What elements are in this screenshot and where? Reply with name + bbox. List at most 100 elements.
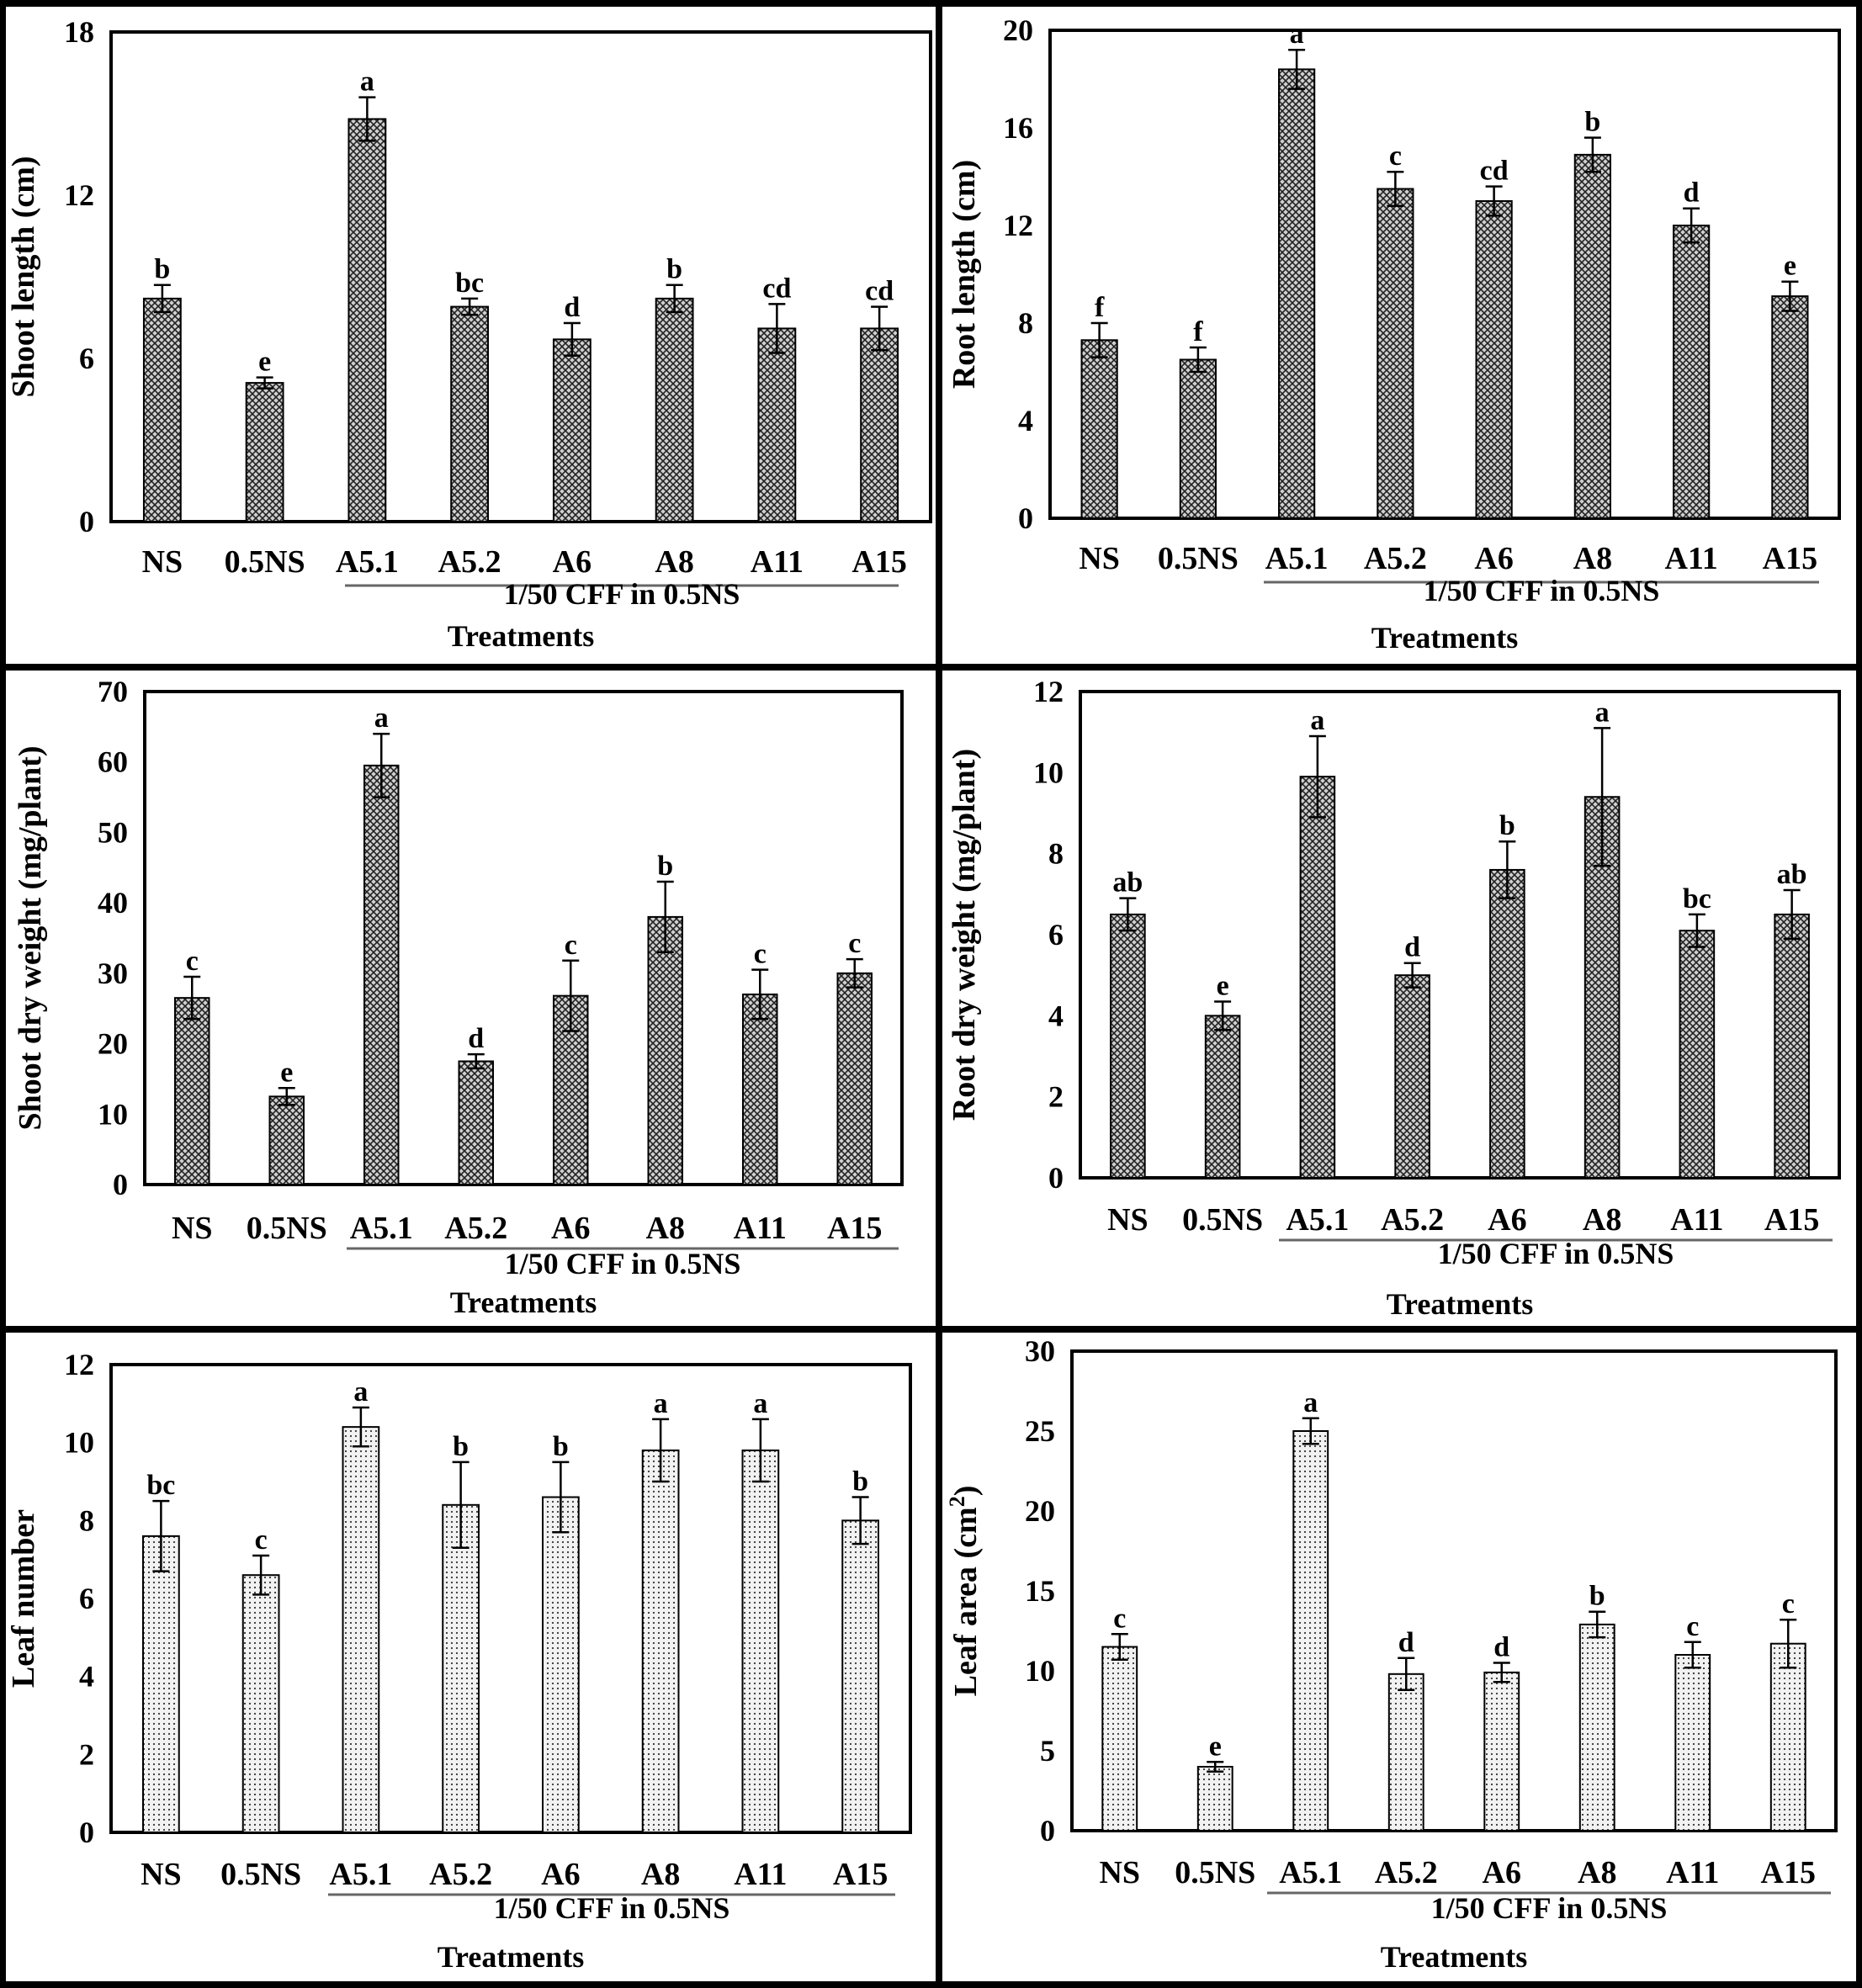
error-bar <box>1302 1417 1319 1445</box>
x-category-label: A5.1 <box>1265 541 1329 576</box>
plot-area-frame <box>1079 690 1841 1180</box>
chart-panel-1: 0 6 12 18 b NS e 0.5NS a A5.1 bc A5.2 d A6 b A8 cd A11 cd A… <box>6 15 932 653</box>
x-category-label: NS <box>172 1211 213 1246</box>
significance-label: e <box>258 347 271 378</box>
y-tick-label: 12 <box>1033 675 1064 708</box>
y-tick-label: 12 <box>64 178 94 212</box>
bar-a5-1 <box>1278 68 1316 519</box>
bar-a11 <box>1679 930 1716 1180</box>
y-tick-label: 60 <box>98 745 128 779</box>
bar-a8 <box>1583 796 1621 1179</box>
group-label: 1/50 CFF in 0.5NS <box>494 1891 730 1925</box>
bar-a5-1 <box>363 764 400 1186</box>
error-bar <box>1214 1000 1232 1031</box>
bar-0-5ns <box>1196 1766 1233 1832</box>
significance-label: d <box>1398 1627 1414 1658</box>
x-category-label: NS <box>1079 541 1120 576</box>
y-tick-label: 20 <box>98 1027 128 1061</box>
significance-label: c <box>1782 1588 1795 1620</box>
significance-label: cd <box>865 276 894 307</box>
bar-a5-2 <box>442 1503 480 1834</box>
significance-label: a <box>374 702 389 734</box>
error-bar <box>1090 321 1108 358</box>
significance-label: d <box>1684 178 1700 209</box>
significance-label: d <box>468 1023 484 1054</box>
error-bar <box>562 959 580 1032</box>
bar-a15 <box>836 972 873 1186</box>
significance-label: e <box>280 1057 293 1088</box>
bar-a15 <box>1774 913 1810 1179</box>
error-bar <box>153 284 171 314</box>
significance-label: e <box>1217 970 1229 1001</box>
chart-panel-3: 0 10 20 30 40 50 60 70 c NS e 0.5NS a A5.1 d A5.2 c A6 b A8… <box>13 675 904 1319</box>
x-category-label: A11 <box>1664 541 1717 576</box>
x-category-label: 0.5NS <box>247 1211 327 1246</box>
error-bar <box>1583 136 1601 173</box>
significance-label: b <box>154 254 170 285</box>
error-bar <box>751 1418 769 1483</box>
bar-a5-1 <box>1299 776 1336 1180</box>
y-tick-label: 8 <box>1048 837 1064 871</box>
bar-ns <box>1101 1646 1138 1832</box>
x-category-label: NS <box>1107 1202 1148 1238</box>
y-tick-label: 70 <box>98 675 128 708</box>
x-category-label: 0.5NS <box>1175 1855 1255 1890</box>
y-axis-label: Shoot dry weight (mg/plant) <box>13 745 48 1130</box>
bar-a8 <box>655 297 694 522</box>
x-category-label: NS <box>142 544 183 580</box>
significance-label: a <box>1310 705 1324 736</box>
y-tick-label: 16 <box>1003 111 1033 145</box>
x-category-label: A6 <box>553 544 591 580</box>
error-bar <box>666 284 683 314</box>
bar-a5-1 <box>1292 1430 1329 1832</box>
x-category-label: A5.1 <box>329 1857 392 1892</box>
significance-label: e <box>1784 251 1796 282</box>
y-axis-label: Shoot length (cm) <box>6 156 41 397</box>
error-bar <box>1111 1633 1128 1661</box>
significance-label: b <box>1589 1581 1605 1612</box>
bar-a5-1 <box>342 1426 380 1833</box>
error-bar <box>1684 1641 1701 1669</box>
bar-0-5ns <box>268 1095 305 1186</box>
x-category-label: A11 <box>1670 1202 1723 1238</box>
error-bar <box>1119 897 1137 932</box>
x-axis-label: Treatments <box>1381 1940 1528 1974</box>
x-category-label: A6 <box>1474 541 1513 576</box>
y-tick-label: 6 <box>79 342 94 375</box>
y-tick-label: 25 <box>1025 1414 1055 1448</box>
x-category-label: A6 <box>551 1211 590 1246</box>
x-category-label: A8 <box>655 544 693 580</box>
x-category-label: A5.1 <box>1279 1855 1342 1890</box>
significance-label: cd <box>1480 156 1509 187</box>
plot-area-frame <box>109 30 932 523</box>
bar-a11 <box>1673 225 1711 519</box>
y-tick-label: 0 <box>1040 1814 1055 1848</box>
x-category-label: A6 <box>1483 1855 1521 1890</box>
bar-0-5ns <box>245 382 284 522</box>
bar-a15 <box>841 1519 879 1834</box>
significance-label: bc <box>1683 883 1711 914</box>
y-tick-label: 0 <box>79 1816 94 1849</box>
bar-a5-2 <box>1394 974 1430 1179</box>
bar-a15 <box>1771 295 1809 519</box>
error-bar <box>1485 185 1503 217</box>
x-category-label: A11 <box>751 544 804 580</box>
y-axis-label: Root dry weight (mg/plant) <box>947 749 982 1121</box>
x-axis-label: Treatments <box>450 1286 597 1319</box>
bar-a5-2 <box>1387 1673 1424 1832</box>
bar-a11 <box>757 327 797 522</box>
error-bar <box>751 968 769 1021</box>
significance-label: b <box>553 1431 569 1462</box>
y-tick-label: 0 <box>1018 501 1033 535</box>
bar-ns <box>174 997 210 1185</box>
y-tick-label: 18 <box>64 15 94 49</box>
error-bar <box>183 975 201 1021</box>
significance-label: b <box>1584 107 1600 138</box>
error-bar <box>152 1499 170 1572</box>
significance-label: bc <box>146 1470 175 1501</box>
plot-area-frame <box>1070 1349 1838 1832</box>
bar-a5-2 <box>450 305 490 523</box>
x-category-label: A11 <box>734 1857 787 1892</box>
x-category-label: A5.1 <box>336 544 399 580</box>
